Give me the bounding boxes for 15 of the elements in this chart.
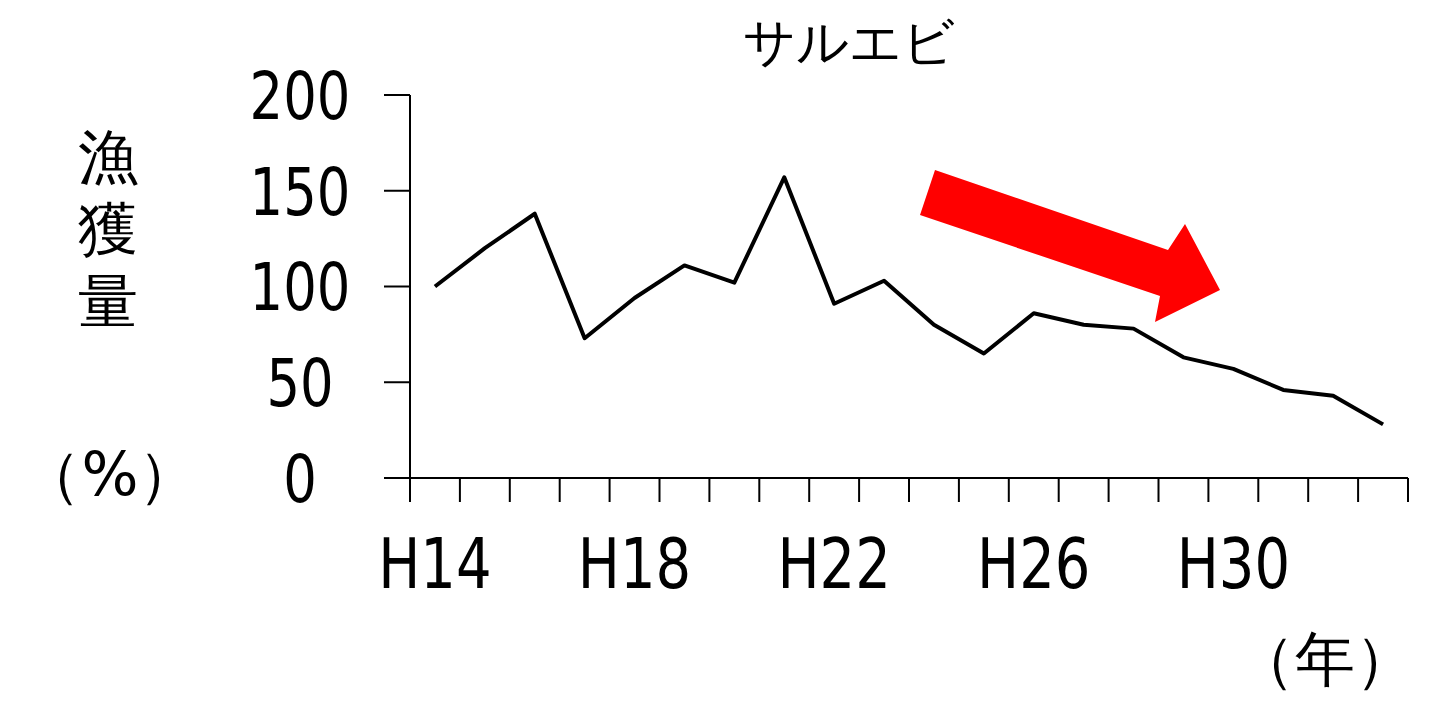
- y-tick-label: 100: [249, 249, 351, 326]
- x-axis-title: （年）: [1235, 624, 1415, 694]
- text: （%）: [21, 439, 199, 509]
- x-tick-label: H30: [1176, 522, 1291, 605]
- x-tick-label: H14: [378, 522, 492, 605]
- x-tick-label: H26: [977, 522, 1091, 605]
- chart-title: サルエビ: [743, 12, 955, 72]
- y-axis-title: 漁獲量: [78, 122, 138, 336]
- line-series: [432, 175, 1386, 427]
- y-tick-label: 0: [283, 441, 317, 518]
- x-tick-label: H18: [577, 522, 692, 605]
- y-tick-label: 50: [266, 345, 334, 422]
- y-tick-label: 150: [249, 154, 351, 231]
- x-tick-label: H22: [777, 522, 891, 605]
- y-tick-label: 200: [249, 58, 351, 135]
